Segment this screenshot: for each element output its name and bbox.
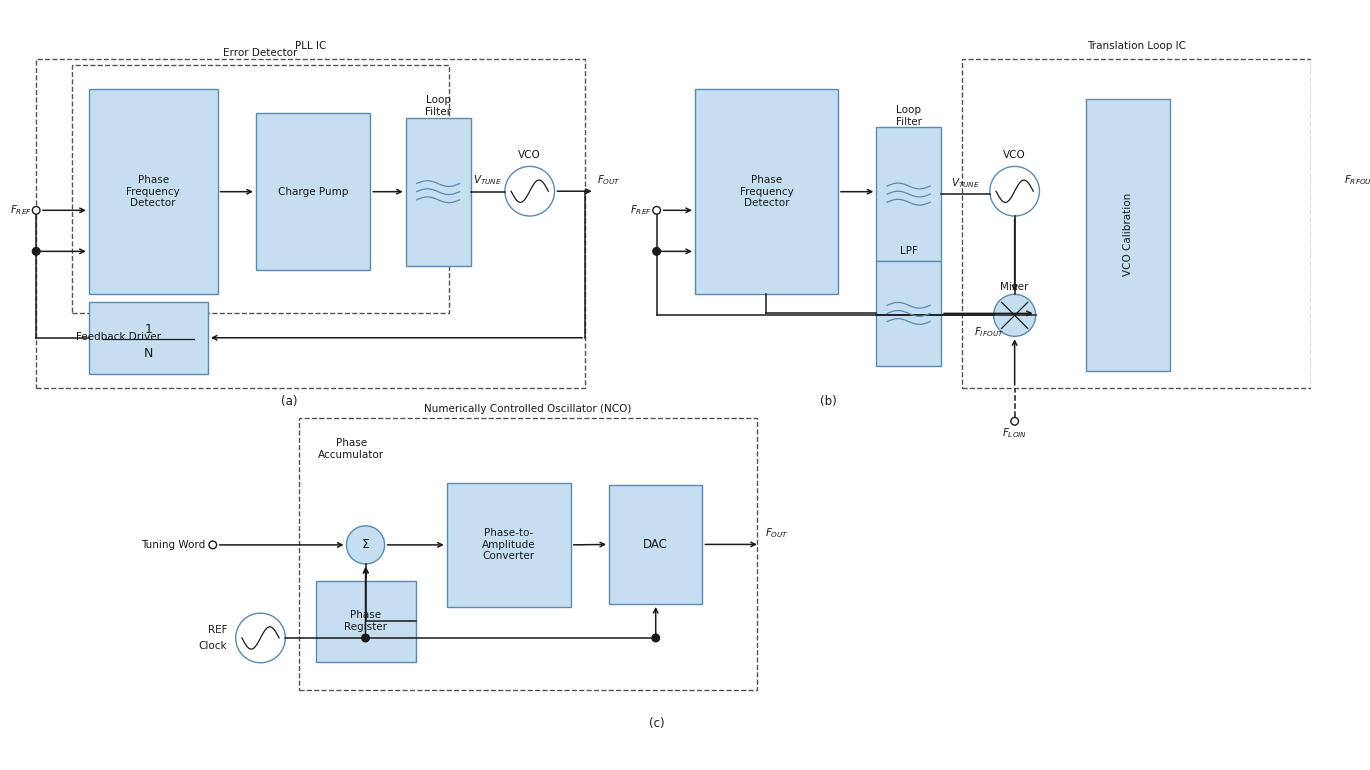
Text: Clock: Clock <box>199 641 227 651</box>
Text: $V_{TUNE}$: $V_{TUNE}$ <box>473 173 503 187</box>
Text: (b): (b) <box>821 395 837 408</box>
Bar <box>962 59 1311 388</box>
Text: VCO: VCO <box>1003 150 1026 160</box>
Circle shape <box>993 294 1036 336</box>
Text: VCO Calibration: VCO Calibration <box>1123 193 1133 276</box>
Circle shape <box>236 613 285 663</box>
Circle shape <box>347 526 385 564</box>
Text: Phase
Frequency
Detector: Phase Frequency Detector <box>126 175 179 209</box>
Bar <box>877 261 941 366</box>
Bar <box>406 118 470 266</box>
Text: REF: REF <box>208 625 227 635</box>
Text: Translation Loop IC: Translation Loop IC <box>1086 41 1186 51</box>
Circle shape <box>506 166 555 216</box>
Text: $F_{REF}$: $F_{REF}$ <box>630 203 652 217</box>
Circle shape <box>653 206 660 214</box>
Text: $F_{LO IN}$: $F_{LO IN}$ <box>1001 426 1028 440</box>
Text: 1: 1 <box>144 323 152 336</box>
Bar <box>299 418 756 691</box>
Text: Phase
Frequency
Detector: Phase Frequency Detector <box>740 175 793 209</box>
Text: $F_{IF OUT}$: $F_{IF OUT}$ <box>974 325 1004 339</box>
Bar <box>89 89 218 294</box>
Text: Numerically Controlled Oscillator (NCO): Numerically Controlled Oscillator (NCO) <box>425 403 632 413</box>
Text: $F_{OUT}$: $F_{OUT}$ <box>596 172 621 186</box>
Circle shape <box>991 166 1040 216</box>
Text: Error Detector: Error Detector <box>223 48 297 58</box>
Text: $F_{OUT}$: $F_{OUT}$ <box>764 526 789 540</box>
Text: PLL IC: PLL IC <box>295 41 326 51</box>
Text: (a): (a) <box>281 395 297 408</box>
Text: Σ: Σ <box>362 538 370 551</box>
Text: $F_{REF}$: $F_{REF}$ <box>10 203 32 217</box>
Text: DAC: DAC <box>644 538 669 551</box>
Circle shape <box>652 634 659 641</box>
Circle shape <box>653 247 660 255</box>
Text: (c): (c) <box>649 718 664 731</box>
Bar <box>877 127 941 261</box>
Circle shape <box>33 247 40 255</box>
Text: LPF: LPF <box>900 246 918 256</box>
Bar <box>89 302 208 373</box>
Text: Phase
Register: Phase Register <box>344 611 388 632</box>
Bar <box>1086 99 1170 370</box>
Bar <box>36 59 585 388</box>
Bar <box>608 485 703 604</box>
Circle shape <box>1011 417 1018 425</box>
Text: Phase-to-
Amplitude
Converter: Phase-to- Amplitude Converter <box>482 528 536 561</box>
Text: $F_{RF OUT}$: $F_{RF OUT}$ <box>1344 172 1370 186</box>
Bar <box>316 581 416 662</box>
Text: Loop
Filter: Loop Filter <box>425 95 451 117</box>
Text: VCO: VCO <box>518 150 541 160</box>
Bar <box>695 89 838 294</box>
Bar <box>447 483 571 607</box>
Text: Phase
Accumulator: Phase Accumulator <box>318 438 384 460</box>
Text: Mixer: Mixer <box>1000 282 1029 292</box>
Text: Loop
Filter: Loop Filter <box>896 105 922 126</box>
Text: $V_{TUNE}$: $V_{TUNE}$ <box>951 176 980 189</box>
Text: Tuning Word: Tuning Word <box>141 540 206 550</box>
Text: N: N <box>144 347 153 360</box>
Bar <box>256 113 370 270</box>
Bar <box>71 65 448 313</box>
Circle shape <box>210 541 216 549</box>
Circle shape <box>362 634 370 641</box>
Text: Charge Pump: Charge Pump <box>278 186 348 196</box>
Text: Feedback Driver: Feedback Driver <box>77 333 162 343</box>
Circle shape <box>33 206 40 214</box>
